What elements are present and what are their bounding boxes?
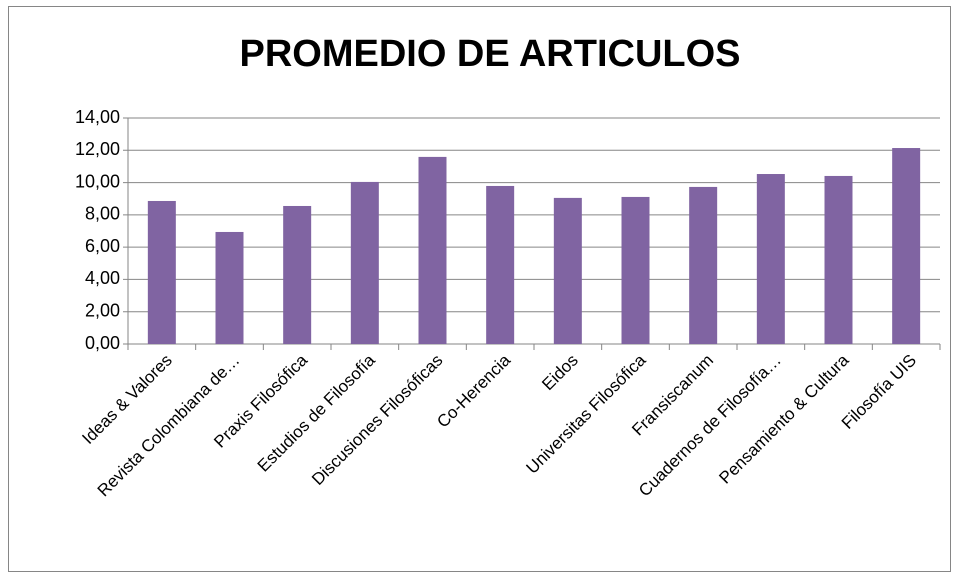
y-tick-label: 14,00 xyxy=(75,107,120,127)
bar xyxy=(553,197,582,344)
y-tick-label: 4,00 xyxy=(85,268,120,288)
y-tick-label: 0,00 xyxy=(85,333,120,353)
y-tick-label: 2,00 xyxy=(85,300,120,320)
y-tick-label: 6,00 xyxy=(85,236,120,256)
bar xyxy=(892,148,921,344)
bar xyxy=(147,200,176,344)
bar xyxy=(350,181,379,344)
bar xyxy=(486,185,515,344)
chart-title: PROMEDIO DE ARTICULOS xyxy=(239,33,740,75)
y-tick-label: 12,00 xyxy=(75,139,120,159)
bar xyxy=(689,186,718,344)
bar xyxy=(824,175,853,344)
bar xyxy=(215,231,244,344)
y-tick-label: 8,00 xyxy=(85,204,120,224)
bar xyxy=(756,174,785,344)
bar xyxy=(621,196,650,344)
y-tick-label: 10,00 xyxy=(75,171,120,191)
bar xyxy=(418,156,447,344)
bar xyxy=(283,205,312,344)
